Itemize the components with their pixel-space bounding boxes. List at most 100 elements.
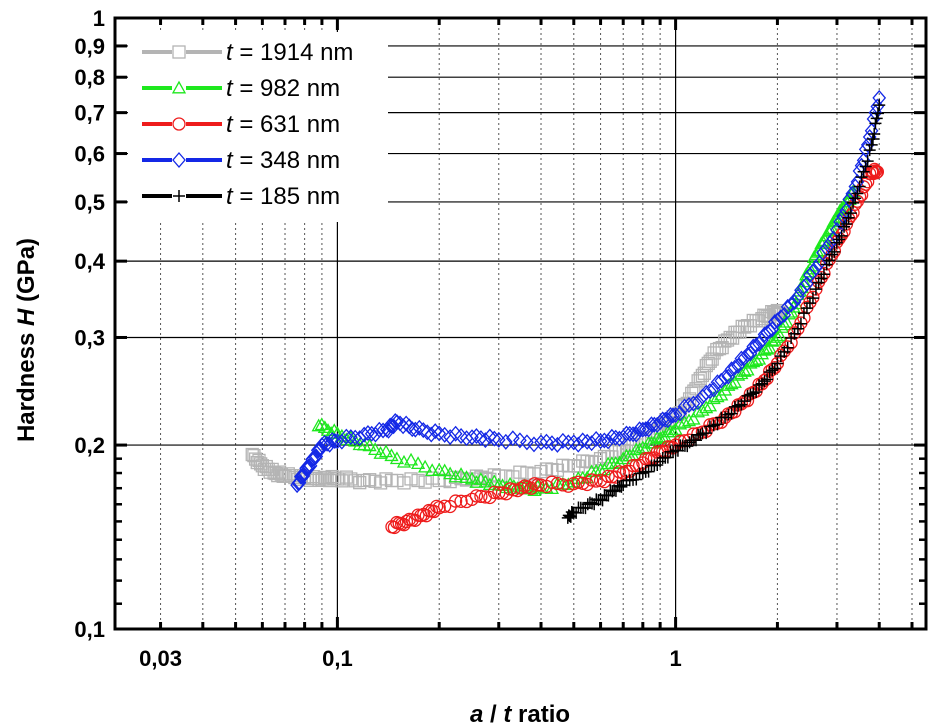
data-point-fill [453,467,469,480]
data-point [616,451,631,465]
data-point-fill [325,469,339,484]
data-point-fill [644,416,659,433]
data-point-fill [550,436,565,453]
data-point-fill [344,472,358,486]
data-point-fill [597,432,612,449]
y-axis-title: Hardness H (GPa) [13,238,40,442]
data-point-fill [844,207,857,220]
axes-frame [113,16,928,631]
data-point-fill [248,452,263,466]
legend-entry-3: t = 348 nm [142,147,340,174]
legend-marker [172,152,186,168]
data-point-fill [667,445,680,458]
data-point-fill [855,171,868,184]
series-layer [245,89,887,535]
data-point-fill [803,297,816,310]
data-point-fill [711,418,724,431]
data-point-fill [834,202,849,215]
data-point-fill [661,451,674,464]
data-point [311,418,326,432]
y-axis-title-var: H [13,308,40,326]
data-point-fill [589,474,603,488]
data-point-fill [247,448,261,463]
data-point-fill [448,494,463,508]
legend-label: t = 348 nm [226,147,340,174]
data-point-fill [857,165,870,178]
data-point-fill [642,465,655,478]
data-point-fill [681,413,697,427]
data-point-fill [524,481,538,495]
data-point-fill [816,244,830,261]
data-point [330,472,345,486]
y-axis-title-pre: Hardness [13,326,40,442]
data-point-fill [859,160,872,173]
data-point-fill [629,426,644,443]
data-point-fill [694,428,707,441]
data-point-fill [274,467,289,481]
data-point-fill [364,425,379,442]
data-point [465,492,479,507]
data-point-fill [386,418,401,435]
data-point-fill [721,368,736,385]
data-point [737,349,752,366]
legend-entry-2: t = 631 nm [142,111,340,138]
data-point-fill [397,476,411,490]
data-point-fill [823,254,836,267]
data-point-fill [474,489,488,504]
data-point-fill [589,430,603,447]
legend-label: t = 185 nm [226,183,340,210]
data-point-fill [686,395,701,412]
data-point-fill [686,411,701,425]
data-point [636,467,649,480]
data-point-fill [443,466,458,480]
data-point-fill [343,429,358,446]
legend-label-rest: = 1914 nm [233,39,354,66]
data-point-fill [487,430,502,447]
data-point-fill [833,213,847,230]
data-point-fill [867,162,882,177]
data-point-fill [769,307,783,322]
data-point-fill [672,416,688,430]
data-point-fill [418,459,433,473]
y-tick-label: 0,7 [74,101,105,126]
data-point [840,218,853,231]
data-point-fill [734,350,749,367]
axes-layer [113,16,928,631]
data-point-fill [314,417,329,431]
data-point-fill [784,296,798,313]
data-point-fill [718,334,732,348]
legend-marker [172,117,186,131]
data-point-fill [762,323,777,340]
data-point-fill [767,332,782,346]
x-axis-title-var2: t [503,701,512,726]
data-point-fill [806,263,820,280]
data-point [738,395,751,408]
legend-background [128,32,388,222]
data-point [390,473,404,488]
y-tick-label: 0,5 [74,190,105,215]
data-point-fill [404,472,418,486]
data-point-fill [693,371,707,386]
y-tick-label: 0,2 [74,433,105,458]
data-point-fill [580,477,594,492]
data-point-fill [757,343,772,356]
data-point-fill [317,470,332,485]
data-point-fill [712,341,727,356]
data-point-fill [459,494,474,509]
data-point-fill [615,480,628,493]
data-point [514,481,529,495]
legend-label-var: t [226,183,234,210]
x-axis-title-rest: ratio [511,701,570,726]
data-point-fill [760,324,774,341]
legend-marker-bg [172,154,186,166]
data-point-fill [770,303,785,318]
data-point-fill [626,458,640,473]
data-point-fill [418,475,432,489]
data-point-fill [714,372,729,389]
data-point-fill [348,474,362,488]
legend-marker-bg [172,118,186,130]
data-point-fill [438,499,452,513]
data-point [771,357,784,370]
data-point-fill [700,427,713,440]
data-point-fill [689,382,703,396]
